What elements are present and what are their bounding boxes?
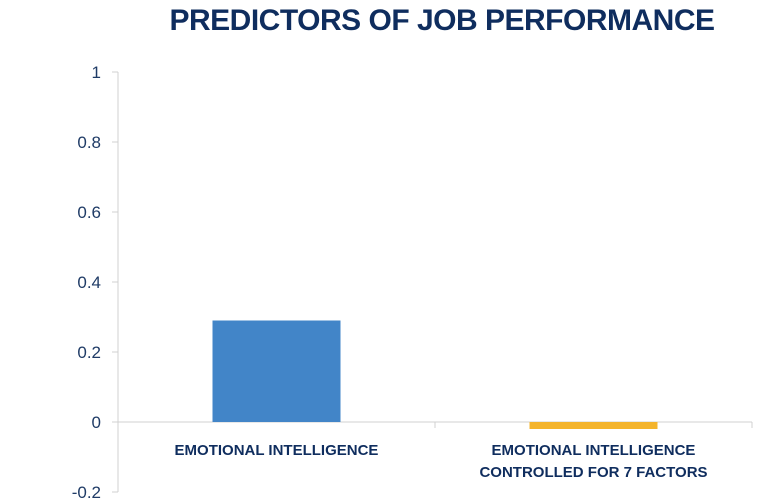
y-tick-label: -0.2 [72,483,101,500]
x-category-label: CONTROLLED FOR 7 FACTORS [479,464,707,481]
x-category-label: EMOTIONAL INTELLIGENCE [492,442,696,459]
bar [529,422,658,429]
x-category-label: EMOTIONAL INTELLIGENCE [175,442,379,459]
y-tick-label: 0.4 [77,273,101,292]
y-tick-label: 0 [92,413,101,432]
y-tick-label: 0.8 [77,133,101,152]
bar [212,320,341,422]
chart-title: PREDICTORS OF JOB PERFORMANCE [169,4,716,37]
y-tick-label: 0.2 [77,343,101,362]
y-tick-label: 0.6 [77,203,101,222]
y-tick-label: 1 [92,63,101,82]
